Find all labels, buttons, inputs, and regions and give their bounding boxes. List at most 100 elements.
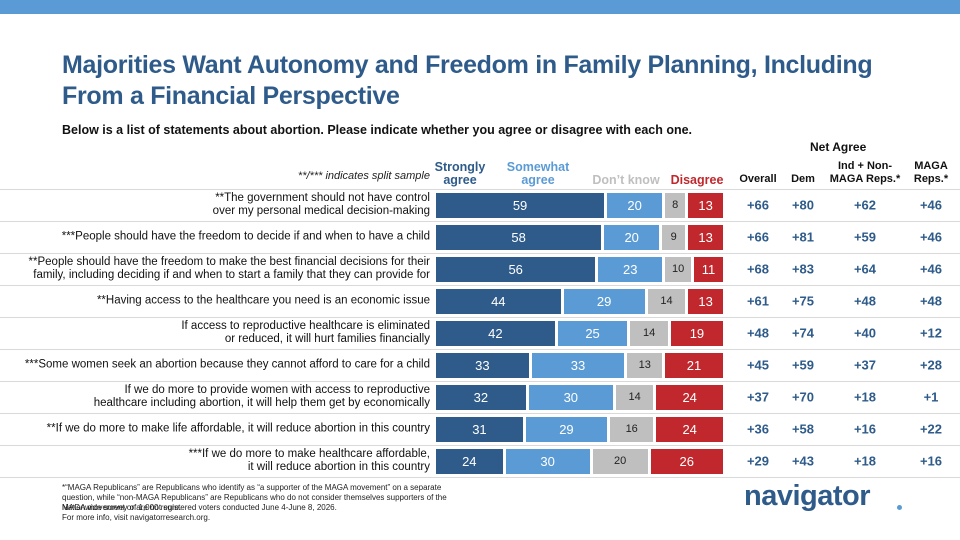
bar-segment [598, 256, 663, 282]
row-separator [0, 317, 960, 318]
net-agree-value: +37 [746, 389, 770, 405]
bar-segment [436, 448, 503, 474]
net-agree-value: +16 [919, 453, 943, 469]
bar-segment [505, 448, 590, 474]
net-agree-value: +43 [791, 453, 815, 469]
net-agree-value: +40 [853, 325, 877, 341]
net-agree-value: +36 [746, 421, 770, 437]
bar-segment [436, 288, 561, 314]
net-agree-value: +74 [791, 325, 815, 341]
net-agree-value: +59 [791, 357, 815, 373]
net-agree-value: +80 [791, 197, 815, 213]
bar-segment [688, 224, 723, 250]
bar-segment [665, 256, 692, 282]
net-agree-title: Net Agree [810, 140, 867, 154]
net-agree-value: +12 [919, 325, 943, 341]
bar-segment [610, 416, 654, 442]
bar-segment [665, 192, 686, 218]
row-separator [0, 189, 960, 190]
footnote: For more info, visit navigatorresearch.o… [62, 513, 211, 522]
net-agree-value: +29 [746, 453, 770, 469]
category-label: If we do more to provide women with acce… [93, 384, 430, 409]
net-agree-value: +46 [919, 229, 943, 245]
bar-segment [665, 352, 723, 378]
category-label: **Having access to the healthcare you ne… [96, 294, 430, 307]
row-separator [0, 477, 960, 478]
bar-segment [436, 192, 605, 218]
bar-segment [436, 384, 526, 410]
net-agree-value: +37 [853, 357, 877, 373]
bar-segment [630, 320, 668, 346]
bar-segment [694, 256, 723, 282]
column-header: Dem [791, 173, 815, 185]
row-separator [0, 221, 960, 222]
net-agree-value: +45 [746, 357, 770, 373]
bar-segment [688, 192, 723, 218]
bar-segment [650, 448, 723, 474]
bar-segment [627, 352, 663, 378]
net-agree-value: +48 [746, 325, 770, 341]
net-agree-value: +64 [853, 261, 877, 277]
bar-segment [615, 384, 654, 410]
net-agree-value: +70 [791, 389, 815, 405]
bar-segment [436, 320, 555, 346]
bar-segment [436, 256, 596, 282]
net-agree-value: +46 [919, 197, 943, 213]
category-label: ***People should have the freedom to dec… [61, 230, 430, 243]
category-label: **If we do more to make life affordable,… [46, 422, 430, 435]
bar-segment [656, 384, 723, 410]
net-agree-value: +16 [853, 421, 877, 437]
net-agree-value: +75 [791, 293, 815, 309]
bar-segment [607, 192, 663, 218]
net-agree-value: +66 [746, 197, 770, 213]
legend-label: Somewhat agree [506, 160, 570, 187]
net-agree-value: +22 [919, 421, 943, 437]
net-agree-value: +61 [746, 293, 770, 309]
category-label: **The government should not have control… [212, 192, 430, 217]
bar-segment [647, 288, 686, 314]
bar-segment [604, 224, 660, 250]
net-agree-value: +18 [853, 389, 877, 405]
bar-segment [656, 416, 723, 442]
category-label: **People should have the freedom to make… [28, 256, 430, 281]
row-separator [0, 445, 960, 446]
row-separator [0, 285, 960, 286]
net-agree-value: +81 [791, 229, 815, 245]
column-header: Ind + Non- MAGA Reps.* [829, 160, 901, 185]
net-agree-value: +68 [746, 261, 770, 277]
top-band [0, 0, 960, 14]
legend-label: Don’t know [592, 173, 660, 187]
row-separator [0, 349, 960, 350]
bar-segment [436, 416, 523, 442]
logo: navigator [744, 480, 871, 512]
bar-segment [436, 352, 529, 378]
footnote: Nationwide survey of 1,000 registered vo… [62, 503, 337, 512]
category-label: ***Some women seek an abortion because t… [24, 358, 430, 371]
bar-segment [670, 320, 723, 346]
net-agree-value: +48 [853, 293, 877, 309]
net-agree-value: +18 [853, 453, 877, 469]
split-note: **/*** indicates split sample [297, 170, 430, 182]
row-separator [0, 253, 960, 254]
bar-segment [662, 224, 686, 250]
category-label: ***If we do more to make healthcare affo… [188, 448, 430, 473]
bar-segment [563, 288, 645, 314]
net-agree-value: +48 [919, 293, 943, 309]
footnote: *“MAGA Republicans” are Republicans who … [62, 483, 447, 512]
category-label: If access to reproductive healthcare is … [181, 320, 430, 345]
chart-subtitle: Below is a list of statements about abor… [62, 123, 693, 137]
net-agree-value: +1 [923, 389, 939, 405]
net-agree-value: +83 [791, 261, 815, 277]
bar-segment [528, 384, 613, 410]
net-agree-value: +46 [919, 261, 943, 277]
bar-segment [531, 352, 625, 378]
bar-segment [557, 320, 628, 346]
row-separator [0, 381, 960, 382]
bar-segment [592, 448, 648, 474]
net-agree-value: +59 [853, 229, 877, 245]
net-agree-value: +62 [853, 197, 877, 213]
chart-title: Majorities Want Autonomy and Freedom in … [62, 51, 873, 110]
bar-segment [688, 288, 723, 314]
column-header: MAGA Reps.* [913, 160, 949, 185]
